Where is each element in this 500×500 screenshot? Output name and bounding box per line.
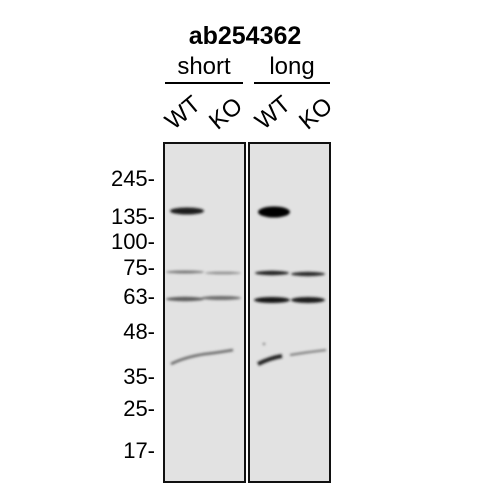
blot-panel-short (163, 142, 246, 483)
band-long-wt-135 (258, 206, 290, 218)
lane-label-short-wt: WT (160, 90, 206, 136)
band-short-wt-135 (170, 207, 204, 215)
band-long-ko-75 (291, 271, 325, 277)
marker-63: 63- (123, 284, 155, 309)
marker-17: 17- (123, 438, 155, 463)
marker-100: 100- (110, 229, 155, 254)
marker-35: 35- (123, 364, 155, 389)
exposure-label-short: short (177, 53, 231, 80)
antibody-title: ab254362 (188, 22, 302, 50)
band-long-wt-75 (255, 270, 289, 276)
marker-75: 75- (123, 255, 155, 280)
band-long-wt-38 (257, 354, 283, 366)
band-long-ko-38 (289, 349, 327, 356)
band-long-wt-63 (254, 297, 290, 303)
blot-panel-long (248, 142, 331, 483)
band-short-wt-63 (166, 296, 204, 302)
exposure-label-long: long (269, 53, 315, 80)
lane-label-long-ko: KO (294, 92, 338, 136)
marker-135: 135- (110, 204, 155, 229)
blot-image-long (254, 206, 327, 366)
band-short-ko-75 (205, 271, 241, 275)
band-short-wt-38 (170, 348, 234, 366)
band-long-ko-63 (291, 297, 325, 303)
lane-label-short-ko: KO (204, 92, 248, 136)
marker-245: 245- (110, 166, 155, 191)
blot-image-short (166, 207, 241, 366)
exposure-underline-short (165, 82, 243, 84)
marker-48: 48- (123, 319, 155, 344)
exposure-underline-long (254, 82, 330, 84)
band-short-ko-63 (201, 296, 241, 300)
lane-label-long-wt: WT (250, 90, 296, 136)
band-short-wt-75 (166, 270, 204, 274)
marker-25: 25- (123, 396, 155, 421)
